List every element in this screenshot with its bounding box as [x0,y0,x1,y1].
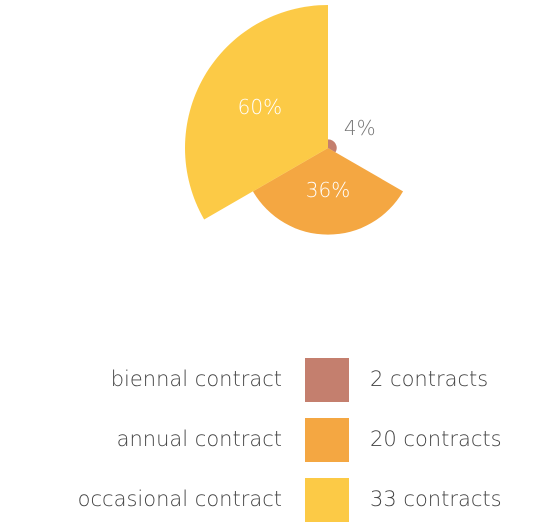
legend-label: occasional contract [78,487,282,511]
value-label: 4% [344,116,376,140]
wedge [328,139,337,153]
legend-swatch [305,418,349,462]
legend-label: annual contract [117,427,282,451]
legend-count: 20 contracts [370,427,502,451]
wedge [252,148,404,235]
legend-count: 33 contracts [370,487,502,511]
value-label: 60% [238,95,282,119]
legend-swatch [305,358,349,402]
legend-swatch [305,478,349,522]
legend-label: biennal contract [111,367,282,391]
value-label: 36% [306,178,350,202]
wedge [185,5,328,220]
legend-count: 2 contracts [370,367,488,391]
